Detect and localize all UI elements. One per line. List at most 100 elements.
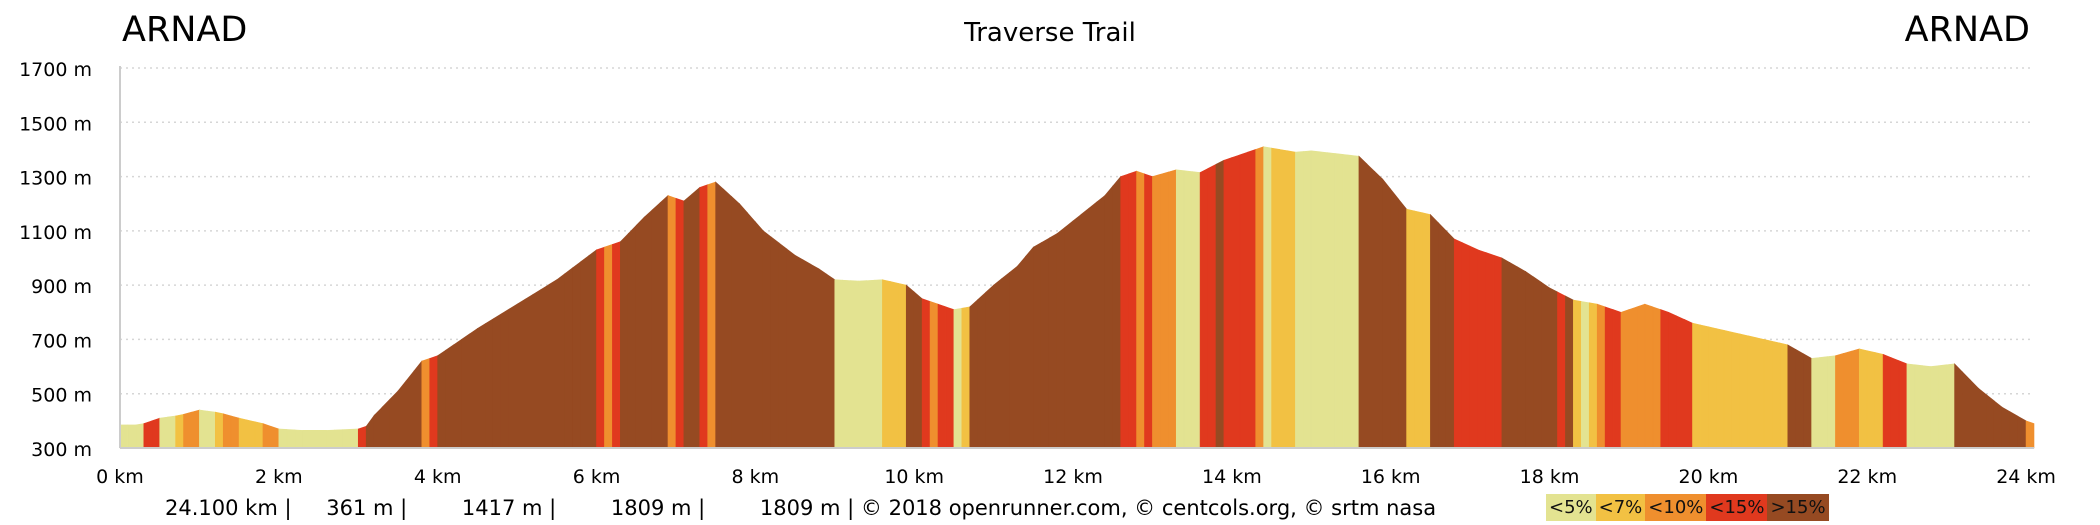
gradient-band (850, 280, 859, 449)
gradient-band (119, 424, 129, 449)
legend-item-lt7: <7% (1595, 494, 1646, 521)
gradient-band (1986, 393, 1995, 449)
gradient-band (246, 419, 256, 449)
gradient-band (778, 242, 788, 449)
gradient-band (556, 273, 566, 449)
gradient-band (1207, 163, 1217, 449)
gradient-band (508, 303, 518, 449)
gradient-band (222, 413, 232, 449)
gradient-band (1104, 185, 1114, 449)
gradient-band (882, 279, 891, 449)
x-tick-label: 22 km (1837, 466, 1897, 488)
gradient-band (1485, 252, 1495, 449)
gradient-band (492, 313, 502, 449)
gradient-band (596, 246, 605, 449)
gradient-band (262, 423, 272, 449)
gradient-band (1247, 149, 1256, 449)
y-tick-label: 700 m (31, 330, 92, 352)
x-tick-label: 8 km (732, 466, 780, 488)
gradient-band (1573, 299, 1582, 449)
gradient-band (969, 298, 979, 449)
gradient-band (1882, 353, 1892, 449)
gradient-band (1080, 207, 1090, 449)
gradient-band (1692, 322, 1701, 449)
gradient-band (1763, 339, 1773, 449)
gradient-band (874, 279, 883, 449)
gradient-band (1581, 301, 1590, 449)
gradient-band (1199, 167, 1209, 449)
gradient-band (1430, 213, 1439, 449)
gradient-band (1096, 194, 1106, 449)
gradient-band (770, 236, 780, 449)
x-tick-label: 4 km (414, 466, 462, 488)
gradient-band (667, 195, 677, 449)
gradient-band (890, 281, 899, 449)
gradient-band (1334, 153, 1344, 449)
gradient-band (1160, 171, 1169, 449)
gradient-band (675, 197, 685, 449)
gradient-band (1930, 365, 1939, 449)
gradient-band (572, 261, 581, 449)
gradient-band (723, 188, 732, 449)
gradient-band (1144, 173, 1153, 449)
gradient-band (1501, 257, 1511, 449)
gradient-band (1993, 400, 2003, 449)
gradient-band (1644, 303, 1654, 449)
gradient-band (1620, 309, 1630, 449)
start-location-label: ARNAD (122, 10, 248, 50)
gradient-band (866, 279, 875, 449)
gradient-band (1565, 295, 1574, 449)
gradient-band (1056, 226, 1066, 449)
gradient-band (1938, 364, 1947, 449)
gradient-band (1922, 365, 1932, 449)
gradient-band (993, 278, 1002, 449)
gradient-band (1303, 150, 1312, 449)
gradient-band (1541, 281, 1550, 449)
gradient-band (1382, 178, 1392, 449)
y-tick-label: 300 m (31, 439, 92, 461)
x-tick-labels: 0 km 2 km 4 km 6 km 8 km 10 km 12 km 14 km 16 km… (96, 466, 2056, 488)
gradient-band (548, 279, 558, 449)
gradient-band (1946, 363, 1955, 449)
gradient-band (365, 414, 375, 449)
gradient-band (810, 263, 820, 449)
gradient-band (1136, 170, 1145, 449)
stat-descent-credits: 1809 m | © 2018 openrunner.com, © centco… (759, 496, 1437, 520)
gradient-band (1779, 342, 1789, 449)
gradient-band (1890, 357, 1900, 449)
gradient-band (588, 249, 597, 449)
gradient-band (1739, 333, 1749, 449)
gradient-bands (119, 146, 2035, 449)
y-tick-label: 1300 m (19, 168, 92, 190)
gradient-band (1215, 159, 1225, 449)
gradient-band (2009, 411, 2019, 449)
elevation-profile-chart: 300 m 500 m 700 m 900 m 1100 m 1300 m 1500 m 17… (19, 59, 2056, 488)
gradient-band (151, 417, 161, 449)
gradient-band (318, 430, 327, 449)
y-tick-label: 1500 m (19, 113, 92, 135)
gradient-band (516, 298, 526, 449)
gradient-band (135, 423, 145, 449)
gradient-band (1684, 319, 1693, 449)
gradient-band (739, 202, 748, 449)
gradient-band (1183, 170, 1193, 449)
gradient-band (731, 195, 740, 449)
x-tick-label: 2 km (255, 466, 303, 488)
gradient-band (961, 306, 971, 449)
gradient-band (755, 221, 764, 449)
gradient-band (1827, 355, 1836, 449)
gradient-band (1461, 242, 1471, 449)
gradient-band (1422, 212, 1431, 449)
gradient-band (1509, 262, 1519, 449)
gradient-band (310, 430, 319, 449)
gradient-band (1708, 326, 1717, 449)
y-tick-labels: 300 m 500 m 700 m 900 m 1100 m 1300 m 1500 m 17… (19, 59, 92, 461)
legend-item-lt10: <10% (1645, 494, 1707, 521)
gradient-band (1668, 311, 1677, 449)
gradient-band (167, 415, 176, 449)
gradient-band (1851, 348, 1860, 449)
gradient-band (1898, 360, 1908, 449)
gradient-band (1747, 335, 1757, 449)
gradient-band (381, 398, 391, 449)
gradient-band (302, 430, 311, 449)
